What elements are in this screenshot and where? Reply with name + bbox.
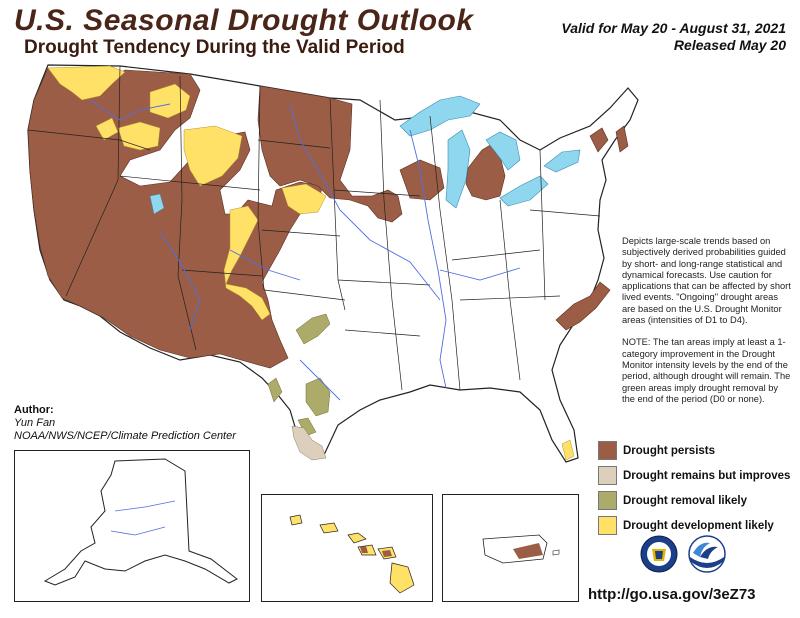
drought-persists-michigan (465, 143, 506, 201)
puerto-rico-map (482, 534, 560, 564)
alaska-inset (14, 450, 250, 602)
alaska-rivers (110, 500, 176, 536)
hawaii-persists (360, 546, 392, 557)
great-salt-lake (149, 193, 165, 215)
valid-line: Valid for May 20 - August 31, 2021 (561, 20, 786, 36)
hawaii-inset (261, 494, 433, 602)
development-nw (47, 65, 126, 101)
legend-swatch (598, 491, 617, 510)
map-title: U.S. Seasonal Drought Outlook (14, 4, 474, 37)
legend-swatch (598, 441, 617, 460)
great-lakes (399, 95, 581, 209)
removal-texas-2 (305, 377, 331, 417)
author-org: NOAA/NWS/NCEP/Climate Prediction Center (14, 430, 236, 442)
legend-label: Drought remains but improves (623, 469, 791, 482)
removal-texas-1 (295, 313, 331, 345)
improves-texas (291, 425, 327, 461)
legend-item-removal: Drought removal likely (598, 488, 790, 513)
legend-label: Drought persists (623, 444, 716, 457)
rivers (89, 99, 521, 401)
state-borders (27, 65, 601, 391)
puerto-rico-persists (513, 543, 543, 559)
outlook-url[interactable]: http://go.usa.gov/3eZ73 (588, 586, 756, 603)
puerto-rico-islet (552, 549, 560, 556)
description-para-1: Depicts large-scale trends based on subj… (622, 236, 791, 326)
valid-period: Valid for May 20 - August 31, 2021 Relea… (561, 20, 786, 54)
development-idaho (95, 83, 191, 141)
puerto-rico-inset (442, 494, 579, 602)
drought-persists-carolina (555, 281, 611, 331)
noaa-cpc-seal-icon (640, 535, 678, 573)
noaa-logo-icon (688, 535, 726, 573)
hawaii-islands (289, 514, 415, 594)
legend-label: Drought development likely (623, 519, 774, 532)
map-subtitle: Drought Tendency During the Valid Period (24, 37, 405, 58)
development-montana (117, 121, 243, 187)
legend: Drought persists Drought remains but imp… (598, 438, 790, 538)
author-name: Yun Fan (14, 417, 56, 429)
drought-persists-northeast (589, 125, 629, 153)
author-block: Author: Yun Fan NOAA/NWS/NCEP/Climate Pr… (14, 404, 236, 443)
description-para-2: NOTE: The tan areas imply at least a 1-c… (622, 337, 791, 404)
legend-item-persists: Drought persists (598, 438, 790, 463)
legend-item-improves: Drought remains but improves (598, 463, 790, 488)
legend-swatch (598, 516, 617, 535)
legend-label: Drought removal likely (623, 494, 747, 507)
legend-swatch (598, 466, 617, 485)
author-heading: Author: (14, 404, 54, 416)
development-florida (561, 439, 575, 461)
released-line: Released May 20 (673, 37, 786, 53)
alaska-map (43, 458, 238, 586)
alaska-landmass (43, 458, 238, 586)
development-plains (223, 183, 327, 321)
hawaii-map (289, 514, 415, 594)
outlook-description: Depicts large-scale trends based on subj… (622, 236, 792, 416)
legend-item-development: Drought development likely (598, 513, 790, 538)
